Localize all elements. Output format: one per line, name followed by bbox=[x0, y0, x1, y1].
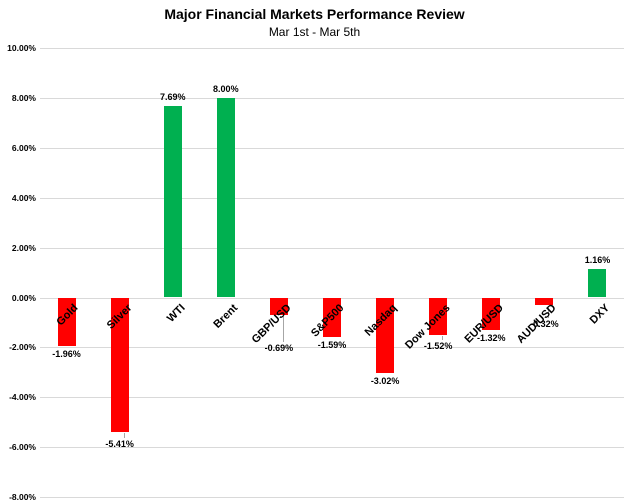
bar-dow-jones bbox=[429, 297, 448, 336]
category-label-dxy: DXY bbox=[587, 301, 612, 326]
label-leader-line bbox=[548, 306, 550, 319]
category-label-wti: WTI bbox=[164, 301, 188, 325]
gridline bbox=[40, 97, 624, 99]
gridline bbox=[40, 197, 624, 199]
category-label-brent: Brent bbox=[211, 301, 241, 331]
gridline bbox=[40, 397, 624, 399]
bar-brent bbox=[216, 97, 235, 298]
value-label-brent: 8.00% bbox=[213, 83, 239, 94]
bar-dxy bbox=[588, 268, 607, 298]
bar-wti bbox=[163, 105, 182, 298]
value-label-s-p500: -1.59% bbox=[317, 340, 347, 351]
chart-subtitle: Mar 1st - Mar 5th bbox=[268, 25, 361, 39]
value-label-nasdaq: -3.02% bbox=[370, 375, 400, 386]
y-axis-tick-label: 4.00% bbox=[11, 192, 36, 203]
value-label-dow-jones: -1.52% bbox=[423, 341, 453, 352]
y-axis-tick-label: 6.00% bbox=[11, 142, 36, 153]
value-label-gold: -1.96% bbox=[52, 349, 81, 360]
gridline bbox=[40, 247, 624, 249]
bar-aud-usd bbox=[535, 297, 554, 306]
value-label-wti: 7.69% bbox=[159, 91, 186, 102]
bar-silver bbox=[110, 297, 129, 433]
y-axis-tick-label: 0.00% bbox=[11, 292, 36, 303]
label-leader-line bbox=[442, 336, 444, 341]
bar-nasdaq bbox=[376, 297, 395, 373]
bar-s-p500 bbox=[323, 297, 341, 338]
value-label-aud-usd: -0.32% bbox=[530, 319, 559, 330]
value-label-gbp-usd: -0.69% bbox=[264, 342, 294, 353]
y-axis-tick-label: 8.00% bbox=[11, 92, 36, 103]
value-label-dxy: 1.16% bbox=[584, 254, 611, 265]
y-axis-tick-label: -6.00% bbox=[9, 442, 36, 453]
y-axis-tick-label: -4.00% bbox=[9, 392, 36, 403]
bar-gold bbox=[57, 297, 76, 347]
y-axis-tick-label: 10.00% bbox=[7, 43, 36, 53]
y-axis-tick-label: -8.00% bbox=[9, 492, 36, 503]
label-leader-line bbox=[282, 315, 284, 342]
value-label-eur-usd: -1.32% bbox=[477, 333, 506, 344]
value-label-silver: -5.41% bbox=[105, 439, 134, 450]
y-axis-tick-label: 2.00% bbox=[11, 242, 36, 253]
y-axis-tick-label: -2.00% bbox=[9, 342, 36, 353]
gridline bbox=[40, 347, 624, 349]
bar-gbp-usd bbox=[269, 297, 288, 315]
chart-title: Major Financial Markets Performance Revi… bbox=[164, 6, 465, 22]
gridline bbox=[40, 147, 624, 149]
gridline bbox=[40, 497, 624, 499]
label-leader-line bbox=[123, 433, 125, 439]
gridline bbox=[40, 48, 624, 49]
bar-eur-usd bbox=[482, 297, 501, 331]
gridline bbox=[40, 447, 624, 449]
